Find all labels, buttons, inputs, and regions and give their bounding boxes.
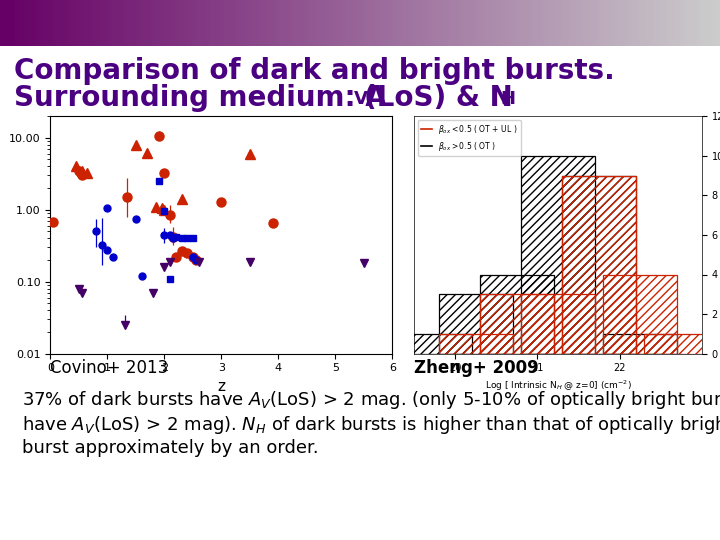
Bar	[603, 274, 678, 354]
Y-axis label: A$_V$ (mag): A$_V$ (mag)	[0, 203, 4, 267]
Bar	[480, 274, 554, 354]
Text: V: V	[354, 90, 368, 108]
Bar	[521, 294, 595, 354]
Text: H: H	[500, 90, 516, 108]
Text: Surrounding medium: A: Surrounding medium: A	[14, 84, 387, 112]
Bar	[603, 334, 678, 354]
Bar	[438, 334, 513, 354]
Bar	[480, 294, 554, 354]
Text: Comparison of dark and bright bursts.: Comparison of dark and bright bursts.	[14, 57, 615, 85]
Bar	[438, 294, 513, 354]
Text: Zheng+ 2009: Zheng+ 2009	[414, 359, 539, 377]
Text: (LoS) & N: (LoS) & N	[364, 84, 513, 112]
Bar	[397, 334, 472, 354]
Text: 37% of dark bursts have $A_V$(LoS) > 2 mag. (only 5-10% of optically bright burs: 37% of dark bursts have $A_V$(LoS) > 2 m…	[22, 389, 720, 457]
Bar	[562, 176, 636, 354]
Text: Covino+ 2013: Covino+ 2013	[50, 359, 168, 377]
Bar	[0, 0, 13, 46]
Bar	[521, 156, 595, 354]
Bar	[562, 176, 636, 354]
X-axis label: Log [ Intrinsic N$_H$ @ z=0] (cm$^{-2}$): Log [ Intrinsic N$_H$ @ z=0] (cm$^{-2}$)	[485, 379, 631, 393]
Legend: $\beta_{ox}<0.5$ ( OT + UL ), $\beta_{ox}>0.5$ ( OT ): $\beta_{ox}<0.5$ ( OT + UL ), $\beta_{ox…	[418, 120, 521, 156]
Bar	[644, 334, 719, 354]
X-axis label: z: z	[217, 379, 225, 394]
